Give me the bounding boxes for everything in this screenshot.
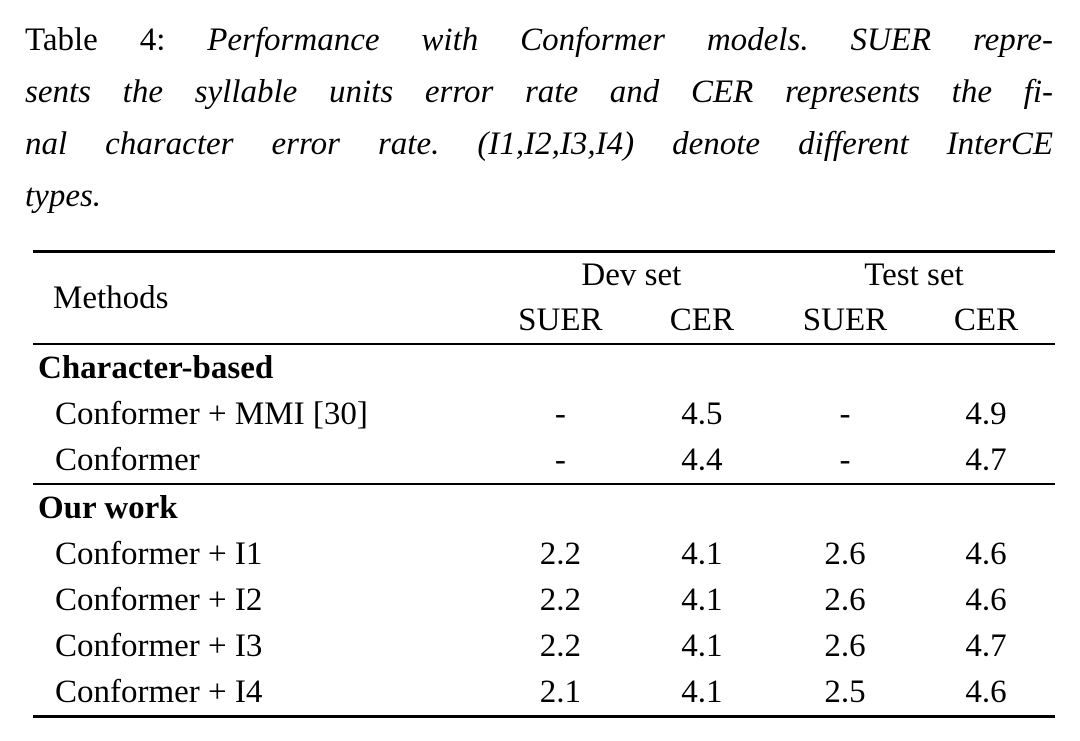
caption-line: nal character error rate. (I1,I2,I3,I4) … — [25, 126, 1053, 162]
value-cell: - — [772, 437, 917, 485]
subheader-row: SUER CER SUER CER — [33, 297, 1055, 345]
section-title-row: Character-based — [33, 344, 1055, 391]
section-title: Character-based — [38, 349, 274, 386]
value-cell: 2.6 — [824, 627, 866, 664]
table-row: Conformer + I2 2.2 4.1 2.6 4.6 — [33, 577, 1055, 623]
value-cell: 4.1 — [681, 627, 723, 664]
value-cell: 4.6 — [965, 581, 1007, 618]
value-cell: 4.7 — [917, 437, 1055, 485]
value-cell: 4.1 — [681, 673, 723, 710]
caption-line: types. — [25, 178, 102, 214]
group-header-test-set: Test set — [864, 256, 964, 293]
table-row: Conformer + I1 2.2 4.1 2.6 4.6 — [33, 531, 1055, 577]
group-header-row: Methods Dev set Test set — [33, 251, 1055, 345]
col-header-methods: Methods — [33, 251, 490, 345]
value-cell: 4.1 — [681, 535, 723, 572]
value-cell: 2.2 — [539, 627, 581, 664]
value-cell: 2.2 — [539, 581, 581, 618]
table-row-best: Conformer + I4 2.1 4.1 2.5 4.6 — [33, 669, 1055, 717]
caption-line: sents the syllable units error rate and … — [25, 74, 1053, 110]
table-row: Conformer - 4.4 - 4.7 — [33, 437, 1055, 485]
section-title-row: Our work — [33, 484, 1055, 531]
method-cell: Conformer — [33, 437, 490, 485]
method-cell: Conformer + MMI [30] — [55, 395, 368, 432]
value-cell: 4.1 — [681, 581, 723, 618]
col-header-suer-test: SUER — [772, 297, 917, 345]
table-caption: Table 4: Performance with Conformer mode… — [25, 14, 1053, 222]
value-cell: 2.2 — [539, 535, 581, 572]
table-row: Conformer + MMI [30] - 4.5 - 4.9 — [33, 391, 1055, 437]
method-cell: Conformer + I2 — [55, 581, 263, 618]
caption-text: Performance with Conformer models. SUER … — [207, 22, 1053, 58]
col-header-suer-dev: SUER — [489, 297, 631, 345]
value-cell: 4.6 — [965, 673, 1007, 710]
col-header-cer-test: CER — [917, 297, 1055, 345]
section-title: Our work — [38, 489, 178, 526]
value-cell: 4.7 — [965, 627, 1007, 664]
value-cell: 4.4 — [630, 437, 773, 485]
value-cell: - — [489, 437, 631, 485]
value-cell: - — [554, 395, 566, 432]
value-cell: 4.5 — [681, 395, 723, 432]
value-cell: 4.9 — [965, 395, 1007, 432]
group-header-dev-set: Dev set — [581, 256, 682, 293]
table-row: Conformer + I3 2.2 4.1 2.6 4.7 — [33, 623, 1055, 669]
caption-line: Table 4: Performance with Conformer mode… — [25, 14, 1053, 66]
results-table: Methods Dev set Test set SUER CER SUER C… — [33, 250, 1055, 718]
col-header-cer-dev: CER — [630, 297, 773, 345]
value-cell: 2.5 — [824, 673, 866, 710]
method-cell: Conformer + I4 — [55, 673, 263, 710]
method-cell: Conformer + I3 — [55, 627, 263, 664]
value-cell: 4.6 — [965, 535, 1007, 572]
method-cell: Conformer + I1 — [55, 535, 263, 572]
caption-label: Table 4: — [25, 22, 166, 58]
value-cell: - — [839, 395, 851, 432]
value-cell: 2.6 — [824, 581, 866, 618]
value-cell: 2.6 — [824, 535, 866, 572]
value-cell: 2.1 — [539, 673, 581, 710]
